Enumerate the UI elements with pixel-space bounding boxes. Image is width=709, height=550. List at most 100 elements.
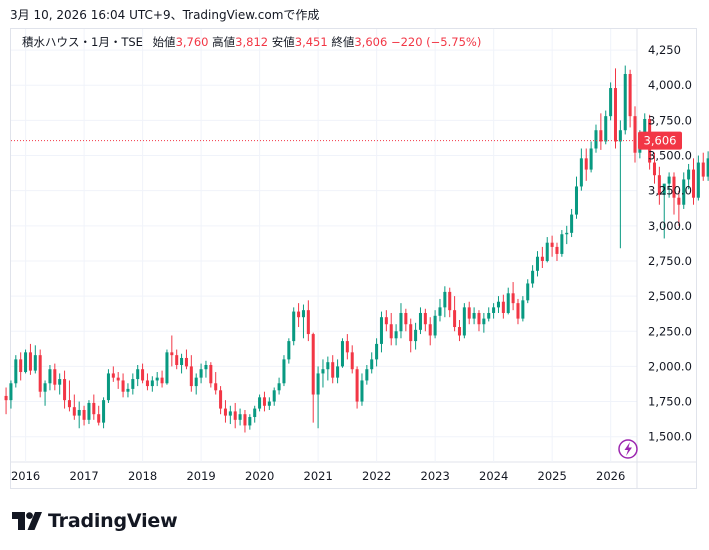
candle-body [87,402,91,420]
candle-body [389,324,393,339]
y-tick-label: 3,500.0 [648,149,692,163]
high-label: 高値 [212,35,236,49]
x-tick-label: 2024 [479,469,508,483]
candle-body [604,116,608,142]
candle-body [570,214,574,233]
candle-body [633,116,637,153]
candle-body [43,383,47,392]
y-tick-label: 2,000.0 [648,359,692,373]
candle-body [496,301,500,308]
x-tick-label: 2022 [362,469,391,483]
y-tick-label: 2,500.0 [648,289,692,303]
candle-body [204,364,208,370]
candle-body [175,355,179,365]
candle-body [404,312,408,325]
candle-body [267,401,271,406]
candle-body [301,310,305,318]
chart-timestamp: 3月 10, 2026 16:04 UTC+9、TradingView.comで… [10,8,320,22]
candle-body [492,307,496,313]
candle-body [199,369,203,378]
candle-body [623,73,627,131]
candle-body [501,301,505,313]
candle-body [282,359,286,384]
x-tick-label: 2020 [245,469,274,483]
candle-body [423,312,427,325]
candle-body [67,400,71,408]
candle-body [355,369,359,402]
x-tick-label: 2017 [69,469,98,483]
candle-body [180,357,184,365]
candle-body [487,312,491,319]
tradingview-logo[interactable]: TradingView [12,508,178,534]
candle-body [321,369,325,374]
candle-body [219,390,223,409]
candle-body [696,162,700,198]
candle-body [609,88,613,117]
chart-frame [10,28,697,489]
change-value: −220 (−5.75%) [390,35,482,49]
low-value: 3,451 [294,35,328,49]
candle-body [589,148,593,170]
candle-body [453,310,457,328]
candle-body [443,291,447,308]
candle-body [662,183,666,195]
candle-body [365,369,369,381]
candle-body [345,341,349,353]
candle-body [150,380,154,387]
tradingview-logo-text: TradingView [48,510,178,532]
candle-body [667,176,671,184]
candle-body [189,366,193,387]
y-axis: 1,500.0 1,750.0 2,000.0 2,250.0 2,500.0 2,750… [648,43,692,444]
candle-body [297,311,301,318]
candle-body [414,329,418,342]
candle-body [238,414,242,420]
candle-body [53,369,57,385]
candle-body [277,383,281,391]
candle-body [160,377,164,384]
candle-body [111,373,115,378]
candle-body [77,409,81,416]
candle-body [574,186,578,215]
candle-body [618,130,622,142]
y-tick-label: 4,250 [648,43,681,57]
candle-body [145,380,149,387]
candle-body [467,307,471,319]
candle-body [326,362,330,370]
candle-body [682,179,686,205]
candle-body [672,176,676,198]
candle-body [628,73,632,117]
candle-body [511,293,515,304]
candle-body [394,331,398,339]
candle-body [652,162,657,176]
candle-body [116,377,120,381]
candle-body [482,318,486,325]
y-tick-label: 3,250.0 [648,184,692,198]
candle-body [223,408,227,416]
x-tick-label: 2026 [596,469,625,483]
candle-body [253,408,257,418]
low-label: 安値 [271,35,295,49]
lightning-icon[interactable] [618,439,638,459]
candle-body [594,130,598,149]
candle-body [170,352,174,356]
candle-body [214,383,218,391]
price-tag-label: 3,606 [644,134,677,148]
candle-body [545,242,549,261]
candle-body [555,246,559,254]
candle-body [599,130,603,142]
chart-legend: 積水ハウス・1月・TSE 始値3,760 高値3,812 安値3,451 終値3… [22,34,481,50]
candle-body [409,324,413,342]
candle-body [375,343,379,360]
close-value: 3,606 [354,35,388,49]
candle-body [102,400,106,423]
candle-body [687,169,691,180]
candle-body [194,377,198,387]
candle-body [370,359,374,370]
candle-body [311,334,315,395]
candle-body [262,397,266,406]
candle-body [58,379,62,385]
y-tick-label: 1,500.0 [648,430,692,444]
open-value: 3,760 [175,35,209,49]
candle-body [560,234,564,254]
